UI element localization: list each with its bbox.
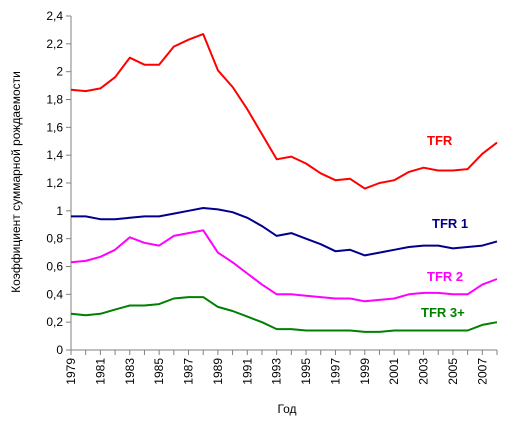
y-tick-label: 0,4	[46, 287, 63, 301]
y-tick-label: 2,2	[46, 37, 63, 51]
x-tick-label: 1987	[182, 358, 196, 385]
x-tick-label: 2001	[387, 358, 401, 385]
x-tick-label: 1979	[64, 358, 78, 385]
x-tick-label: 1999	[358, 358, 372, 385]
y-tick-label: 1,8	[46, 93, 63, 107]
y-tick-label: 1,4	[46, 148, 63, 162]
x-tick-label: 2007	[475, 358, 489, 385]
series-label-tfr-2: TFR 2	[427, 269, 463, 284]
series-label-tfr-1: TFR 1	[432, 216, 468, 231]
x-axis-title: Год	[277, 402, 296, 416]
x-tick-label: 1989	[211, 358, 225, 385]
series-line-tfr-1	[71, 207, 498, 257]
y-tick-label: 2,4	[46, 9, 63, 23]
x-tick-label: 1993	[270, 358, 284, 385]
y-tick-label: 1,2	[46, 176, 63, 190]
x-tick-label: 1991	[240, 358, 254, 385]
y-tick-label: 2	[56, 65, 63, 79]
y-tick-label: 1	[56, 204, 63, 218]
series-line-tfr-2	[70, 229, 498, 303]
y-tick-label: 0,6	[46, 260, 63, 274]
y-tick-label: 0,8	[46, 232, 63, 246]
series-label-tfr: TFR	[427, 133, 453, 148]
x-tick-label: 1985	[152, 358, 166, 385]
x-tick-label: 1997	[328, 358, 342, 385]
y-tick-label: 1,6	[46, 120, 63, 134]
series-line-tfr-3plus	[70, 296, 498, 333]
x-tick-label: 1983	[123, 358, 137, 385]
y-axis-title: Коэффициент суммарной рождаемости	[9, 71, 23, 293]
y-tick-label: 0	[56, 343, 63, 357]
y-tick-label: 0,2	[46, 315, 63, 329]
x-tick-label: 2003	[417, 358, 431, 385]
x-tick-label: 2005	[446, 358, 460, 385]
x-tick-label: 1981	[93, 358, 107, 385]
series-label-tfr-3plus: TFR 3+	[421, 305, 465, 320]
x-tick-label: 1995	[299, 358, 313, 385]
series-line-tfr	[70, 33, 498, 190]
